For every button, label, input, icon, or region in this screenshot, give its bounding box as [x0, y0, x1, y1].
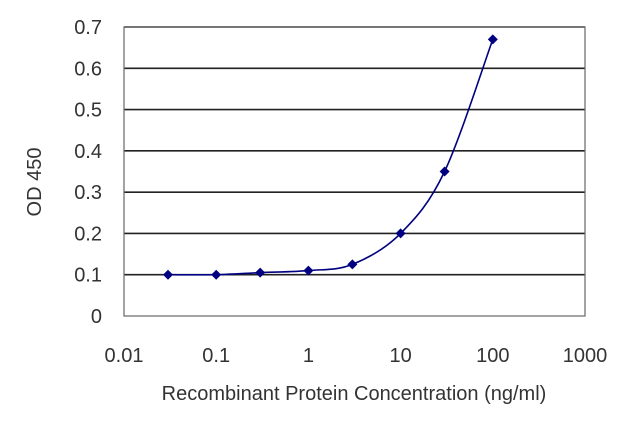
data-points-layer — [162, 34, 498, 280]
series-line-layer — [167, 39, 494, 276]
data-point-marker — [439, 166, 450, 177]
plot-border — [123, 26, 586, 317]
data-point-marker — [255, 267, 266, 278]
x-tick-label: 1 — [303, 345, 314, 367]
y-tick-label: 0.2 — [74, 223, 102, 245]
plot-frame — [123, 26, 586, 317]
y-tick-label: 0.7 — [74, 17, 102, 39]
x-axis-title: Recombinant Protein Concentration (ng/ml… — [162, 383, 547, 405]
y-tick-label: 0.1 — [74, 265, 102, 287]
x-tick-label: 0.01 — [105, 345, 144, 367]
y-tick-label: 0.5 — [74, 100, 102, 122]
data-point-marker — [347, 259, 358, 270]
x-tick-label: 1000 — [563, 345, 608, 367]
x-tick-label: 10 — [389, 345, 411, 367]
x-tick-label: 100 — [476, 345, 509, 367]
y-tick-labels: 0 0.1 0.2 0.3 0.4 0.5 0.6 0.7 — [74, 17, 102, 328]
y-tick-label: 0.3 — [74, 182, 102, 204]
y-axis-title: OD 450 — [24, 148, 46, 217]
data-point-marker — [303, 265, 314, 276]
y-tick-label: 0 — [91, 306, 102, 328]
grid-layer — [124, 26, 585, 276]
series-line — [167, 39, 494, 276]
x-tick-label: 0.1 — [202, 345, 230, 367]
y-tick-label: 0.4 — [74, 141, 102, 163]
data-point-marker — [162, 269, 173, 280]
data-point-marker — [395, 228, 406, 239]
x-tick-labels: 0.01 0.1 1 10 100 1000 — [105, 345, 608, 367]
data-point-marker — [487, 34, 498, 45]
data-point-marker — [211, 269, 222, 280]
y-tick-label: 0.6 — [74, 58, 102, 80]
